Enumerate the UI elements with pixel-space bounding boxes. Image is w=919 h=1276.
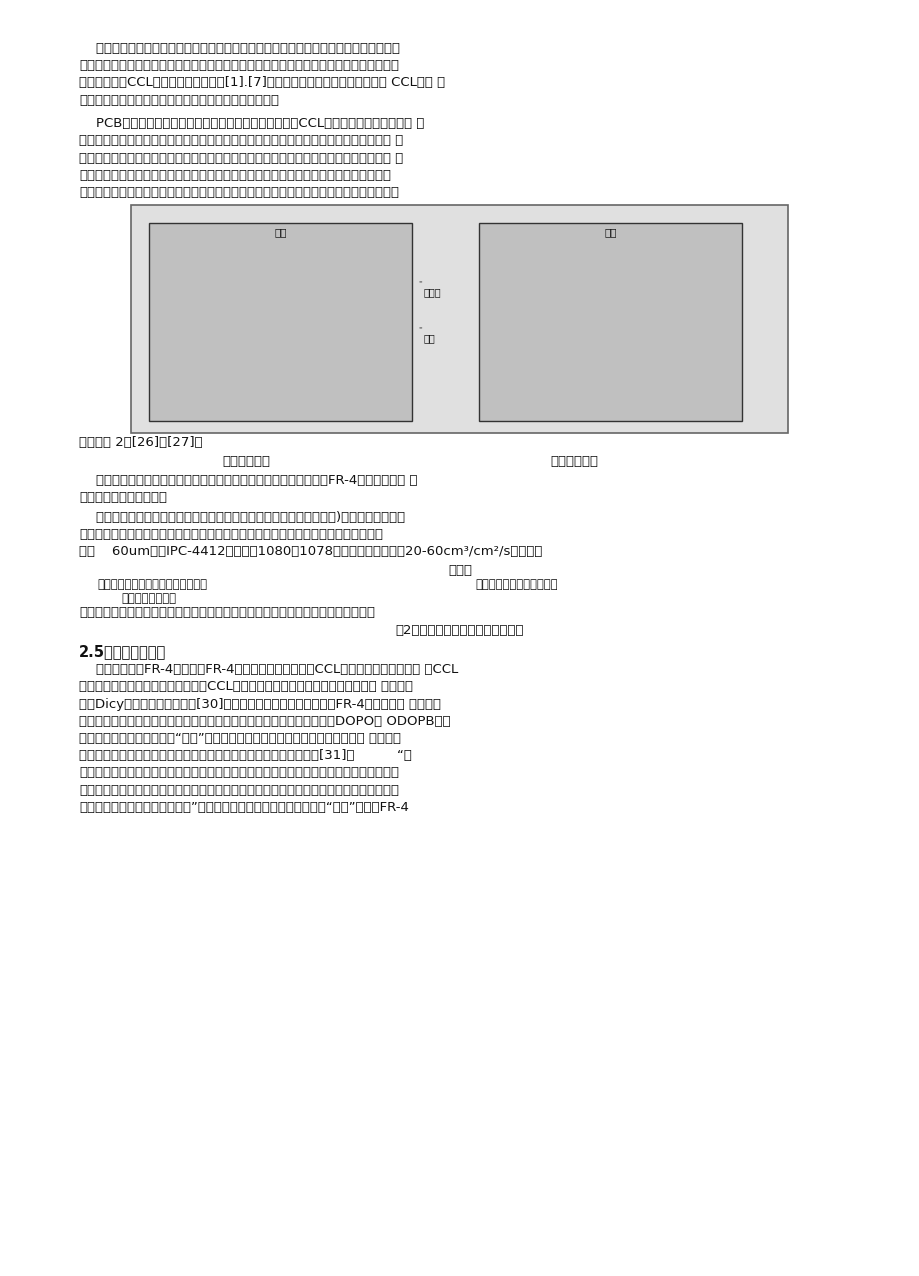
Bar: [149, 223, 412, 421]
Text: 以削力传域奋过成汗布姑的: 以削力传域奋过成汗布姑的: [475, 578, 557, 591]
Text: 开纤玻纤布不仅要达到高通气度，而且需要达到断裂强度、布厚度的高均匀一致性。: 开纤玻纤布不仅要达到高通气度，而且需要达到断裂强度、布厚度的高均匀一致性。: [79, 606, 375, 619]
Text: 粘接性高的覆銅板是通过玻纤布按照钒头深入的方向来传递切削力的，这种切削力的传递 方: 粘接性高的覆銅板是通过玻纤布按照钒头深入的方向来传递切削力的，这种切削力的传递 …: [79, 152, 403, 165]
Text: 图2钒孔加工性发生质量问题的解析: 图2钒孔加工性发生质量问题的解析: [395, 624, 524, 637]
Text: 树脂层: 树脂层: [424, 287, 441, 297]
Text: 界面粘接性瘼: 界面粘接性瘼: [550, 456, 597, 468]
Text: 式，有利于钒孔加工后形成孔内的光滑壁面。而界面粘接性低的覆銅板，基板层间已产生: 式，有利于钒孔加工后形成孔内的光滑壁面。而界面粘接性低的覆銅板，基板层间已产生: [79, 168, 391, 182]
Text: 果（见图 2）[26]，[27]。: 果（见图 2）[26]，[27]。: [79, 435, 202, 449]
Text: 料合成出的含磷环氧树脂的“搭配”，会产生比双氯胺有更好的固化反应的效果。 在大日本: 料合成出的含磷环氧树脂的“搭配”，会产生比双氯胺有更好的固化反应的效果。 在大日…: [79, 732, 401, 745]
Bar: [479, 223, 742, 421]
Bar: [130, 205, 788, 433]
Text: 起界面的剥咔和生: 起界面的剥咔和生: [121, 592, 176, 605]
Text: 改进玻纤布偶联剂处理性能及采用高开纤玻纤布，都是提高无卑化FR-4的玻纤布与树 脂: 改进玻纤布偶联剂处理性能及采用高开纤玻纤布，都是提高无卑化FR-4的玻纤布与树 …: [79, 473, 417, 486]
Text: 自无铅兼容性FR-4及无卑化FR-4开发、应用以来，世界CCL业（特别是日本、台湾 等CCL: 自无铅兼容性FR-4及无卑化FR-4开发、应用以来，世界CCL业（特别是日本、台…: [79, 664, 458, 676]
Text: 脂体系中，使得本体树脂比例量的相应减少，引起玻纤布与树脂界面粘接性下降。其二，由: 脂体系中，使得本体树脂比例量的相应减少，引起玻纤布与树脂界面粘接性下降。其二，由: [79, 59, 399, 73]
Text: 于一般无卑化CCL用树脂刚性结构过多[1].[7]，在它的机械钒孔加工中，造成了 CCL的玻 纤: 于一般无卑化CCL用树脂刚性结构过多[1].[7]，在它的机械钒孔加工中，造成了…: [79, 77, 445, 89]
Text: 2.5酰醒树脂固化剂: 2.5酰醒树脂固化剂: [79, 644, 166, 660]
Text: 的裂纹，切削力的传递途径是沿着层间的裂纹进行，并起到扩大裂纹，加深界面的剥离的效: 的裂纹，切削力的传递途径是沿着层间的裂纹进行，并起到扩大裂纹，加深界面的剥离的效: [79, 186, 399, 199]
Text: 纤布，以解决激光或机械钒孔加工质量（微孔的内壁表现粗糙等）提高的问题。他们采: 纤布，以解决激光或机械钒孔加工质量（微孔的内壁表现粗糙等）提高的问题。他们采: [79, 528, 382, 541]
Text: 用的    60um厚（IPC-4412标准中的1080、1078规格），其通气度为20-60cm³/cm²/s。这种高: 用的 60um厚（IPC-4412标准中的1080、1078规格），其通气度为2…: [79, 545, 542, 558]
Text: 銅板树脂用酰醒树脂固化剂，要完成赋予酰醒树脂具有提高板的耐热性、粘接性及非卑化的: 銅板树脂用酰醒树脂固化剂，要完成赋予酰醒树脂具有提高板的耐热性、粘接性及非卑化的: [79, 767, 399, 780]
Text: 界面粘接粘低: 界面粘接粘低: [222, 456, 270, 468]
Text: 钒头: 钒头: [274, 227, 287, 237]
Text: 胺（Dicy）固化剂的工艺路线[30]。酰醒树脂固化剂在提高无卑化FR-4的耐热性、 阻燃性、: 胺（Dicy）固化剂的工艺路线[30]。酰醒树脂固化剂在提高无卑化FR-4的耐热…: [79, 698, 440, 711]
Text: 、切削打侉途沿萋板内融纽卫行，引: 、切削打侉途沿萋板内融纽卫行，引: [96, 578, 207, 591]
Text: PCB的钒孔加工，实际上是给了基板一个切削冲击力。CCL的玻纤布与树脂界面的粘 接: PCB的钒孔加工，实际上是给了基板一个切削冲击力。CCL的玻纤布与树脂界面的粘 …: [79, 117, 424, 130]
Text: 一些研究成果表明，造成上述的原因主要来自两方面：其一，由于有无机填料加入到树: 一些研究成果表明，造成上述的原因主要来自两方面：其一，由于有无机填料加入到树: [79, 42, 400, 55]
Text: 和迁布: 和迁布: [448, 564, 471, 577]
Text: 阻燃性；同时，它还要达到降低吸湿率；改进介电特性（低介电常数化）；达到低应力、低: 阻燃性；同时，它还要达到降低吸湿率；改进介电特性（低介电常数化）；达到低应力、低: [79, 783, 399, 796]
Text: 性差异，造成钒孔加工中高速运转的钒头所产生的切削力在基板内传递方式上的不同。界 面: 性差异，造成钒孔加工中高速运转的钒头所产生的切削力在基板内传递方式上的不同。界 …: [79, 134, 403, 148]
Text: 钒头: 钒头: [604, 227, 617, 237]
Text: 粘接性上发挥了重要的作用。同时，许多研究证明，酰醒树脂固化剂与由DOPO、 ODOPB为原: 粘接性上发挥了重要的作用。同时，许多研究证明，酰醒树脂固化剂与由DOPO、 OD…: [79, 715, 450, 727]
Text: 布与树脂界面的剥离，以及由此产生的裂纹和树脂脆落。: 布与树脂界面的剥离，以及由此产生的裂纹和树脂脆落。: [79, 93, 278, 107]
Text: 界面: 界面: [424, 333, 435, 343]
Text: 业）十分青睬于将酰醒树脂充当这类CCL树脂体系中的固化剂成分，以代替传统使 用的双氯: 业）十分青睬于将酰醒树脂充当这类CCL树脂体系中的固化剂成分，以代替传统使 用的…: [79, 680, 413, 693]
Text: 油墨化学工业公司中从事多年酰醒树脂固化剂研发的一位专家曾提出[31]：          “覆: 油墨化学工业公司中从事多年酰醒树脂固化剂研发的一位专家曾提出[31]： “覆: [79, 749, 412, 762]
Text: 界面粘接性的重要手段。: 界面粘接性的重要手段。: [79, 491, 167, 504]
Text: 在此方面，日立化成工业株式会社近期发表的有关研究专利提出：容)采用高开纤处理玻: 在此方面，日立化成工业株式会社近期发表的有关研究专利提出：容)采用高开纤处理玻: [79, 510, 404, 523]
Text: 膨胀（低收缩）等性能的要求。”此话较准确的指出了作为酰醒树脂在“扮演”无卑化FR-4: 膨胀（低收缩）等性能的要求。”此话较准确的指出了作为酰醒树脂在“扮演”无卑化FR…: [79, 801, 408, 814]
